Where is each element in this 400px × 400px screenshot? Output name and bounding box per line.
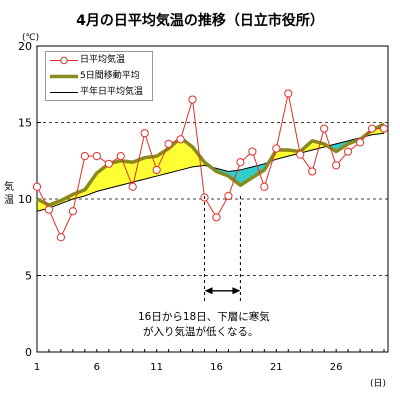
y-tick-label: 15: [18, 117, 32, 130]
daily-temperature-point: [164, 139, 173, 149]
x-tick-label: 1: [34, 362, 40, 373]
annotation-arrowhead-left: [204, 287, 213, 295]
y-tick-label: 10: [18, 193, 32, 206]
legend-label-moving-average: 5日間移動平均: [80, 71, 140, 81]
x-tick-label: 26: [330, 362, 343, 373]
daily-temperature-point: [236, 158, 245, 167]
daily-temperature-point: [116, 152, 125, 161]
series-markers: [32, 89, 389, 242]
annotation-marks: [204, 195, 241, 304]
annotation-line-1: 16日から18日、下層に寒気: [138, 311, 270, 323]
daily-temperature-point: [212, 213, 221, 222]
daily-temperature-point: [140, 129, 149, 138]
series-lines: [36, 93, 385, 239]
x-tick-label: 21: [270, 362, 283, 373]
annotation-text: 16日から18日、下層に寒気 が入り気温が低くなる。: [138, 310, 288, 340]
legend-swatch-moving-average: [50, 74, 78, 79]
y-axis-label: 気: [4, 180, 14, 193]
daily-temperature-point: [272, 144, 281, 153]
daily-temperature-point: [367, 124, 377, 133]
y-tick-label: 5: [25, 270, 32, 283]
x-tick-label: 11: [150, 362, 163, 373]
moving-average-line: [36, 122, 385, 207]
daily-temperature-point: [44, 205, 54, 214]
daily-temperature-point: [379, 124, 389, 133]
x-unit: (日): [370, 378, 386, 389]
gridlines: [37, 122, 388, 276]
daily-temperature-point: [296, 150, 305, 159]
y-tick-label: 20: [18, 40, 32, 53]
daily-temperature-point: [224, 191, 233, 201]
legend-item-moving-average: 5日間移動平均: [46, 69, 152, 84]
annotation-line-2: が入り気温が低くなる。: [143, 326, 259, 338]
y-unit: (℃): [22, 33, 39, 43]
daily-temperature-point: [248, 147, 257, 156]
daily-temperature-point: [260, 182, 269, 191]
legend-swatch-daily: [50, 56, 78, 65]
daily-temperature-point: [320, 124, 329, 133]
daily-temperature-point: [152, 165, 161, 175]
chart-title: 4月の日平均気温の推移（日立市役所）: [76, 13, 324, 29]
daily-temperature-point: [176, 135, 185, 144]
legend-swatch-normal: [50, 92, 78, 93]
y-tick-label: 0: [25, 346, 32, 359]
daily-temperature-point: [332, 161, 341, 170]
x-tick-label: 6: [94, 362, 100, 373]
daily-temperature-point: [68, 207, 77, 216]
daily-temperature-point: [56, 233, 66, 242]
legend: 日平均気温 5日間移動平均 平年日平均気温: [45, 51, 153, 101]
daily-temperature-point: [308, 167, 317, 176]
daily-temperature-point: [104, 159, 113, 168]
legend-label-daily: 日平均気温: [80, 55, 126, 65]
daily-temperature-point: [92, 152, 101, 161]
daily-temperature-point: [188, 95, 197, 104]
annotation-arrowhead-right: [232, 287, 241, 295]
legend-item-normal: 平年日平均気温: [46, 85, 152, 100]
x-tick-label: 16: [210, 362, 223, 373]
legend-item-daily: 日平均気温: [46, 53, 152, 68]
daily-temperature-point: [355, 138, 365, 147]
normal-temperature-line: [36, 132, 385, 212]
daily-temperature-point: [128, 182, 137, 191]
legend-label-normal: 平年日平均気温: [80, 87, 144, 97]
daily-temperature-point: [284, 89, 293, 98]
daily-temperature-point: [80, 152, 89, 161]
daily-temperature-point: [32, 182, 42, 191]
daily-temperature-point: [344, 147, 353, 156]
y-axis-label: 温: [4, 194, 14, 206]
